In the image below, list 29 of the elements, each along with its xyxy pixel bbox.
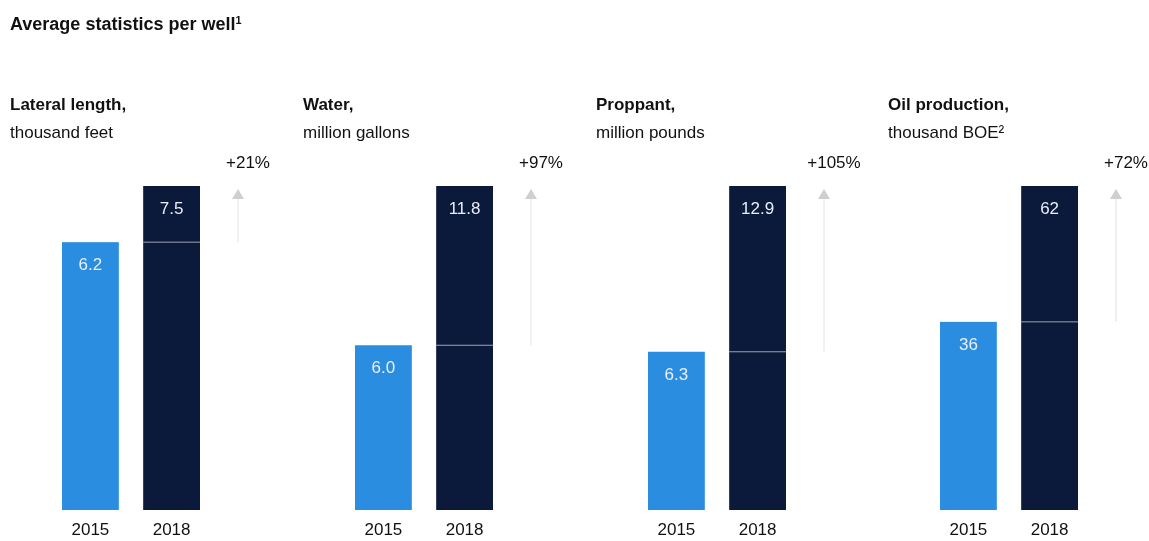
data-label: 6.0 — [371, 358, 396, 378]
chart-subtitle: million pounds — [596, 123, 705, 142]
data-label: 6.2 — [78, 255, 103, 275]
data-label: 7.5 — [159, 199, 184, 218]
data-label: 12.9 — [741, 199, 775, 218]
data-label: 11.8 — [448, 199, 481, 218]
x-tick-label: 2018 — [1030, 520, 1069, 539]
x-tick-label: 2018 — [445, 520, 484, 539]
text: +21% — [226, 153, 270, 172]
x-tick-label: 2015 — [949, 520, 988, 539]
x-tick-label: 2015 — [71, 520, 110, 539]
chart-subtitle: thousand feet — [10, 123, 114, 142]
text: +97% — [519, 153, 563, 172]
text: +105% — [807, 153, 861, 172]
x-tick-label: 2018 — [738, 520, 777, 539]
chart-title: Oil production, — [888, 95, 1009, 114]
x-tick-label: 2015 — [364, 520, 403, 539]
chart-subtitle: thousand BOE² — [888, 123, 1005, 142]
x-tick-label: 2018 — [152, 520, 191, 539]
x-tick-label: 2015 — [657, 520, 696, 539]
chart-title: Water, — [303, 95, 354, 114]
data-label: 62 — [1040, 199, 1060, 218]
data-label: 36 — [958, 334, 978, 354]
text: +72% — [1104, 153, 1148, 172]
text: Average statistics per well$^{1}$ — [10, 14, 242, 34]
chart-subtitle: million gallons — [303, 123, 410, 142]
chart-title: Proppant, — [596, 95, 676, 114]
data-label: 6.3 — [664, 364, 689, 384]
chart-title: Lateral length, — [10, 95, 127, 114]
